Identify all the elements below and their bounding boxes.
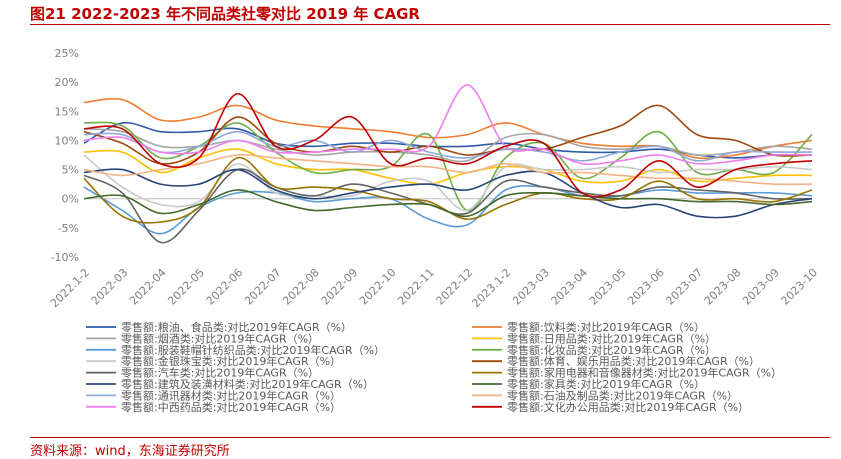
series-line-14 bbox=[83, 153, 813, 186]
series-line-4 bbox=[83, 148, 813, 186]
x-tick-label: 2023-06 bbox=[625, 266, 667, 308]
x-tick-label: 2022.1-2 bbox=[48, 266, 92, 310]
x-tick-label: 2022-11 bbox=[395, 266, 437, 308]
source-note: 资料来源：wind，东海证券研究所 bbox=[30, 444, 230, 459]
y-tick-label: 10% bbox=[55, 134, 79, 147]
y-tick-label: -10% bbox=[51, 251, 79, 264]
series-line-16 bbox=[83, 93, 813, 198]
x-tick-label: 2022-08 bbox=[280, 266, 322, 308]
legend-label: 零售额:金银珠宝类:对比2019年CAGR（%） bbox=[121, 354, 341, 368]
y-tick-label: 20% bbox=[55, 76, 79, 89]
x-tick-label: 2023-05 bbox=[587, 266, 629, 308]
legend-label: 零售额:烟酒类:对比2019年CAGR（%） bbox=[121, 331, 319, 345]
y-tick-label: 5% bbox=[62, 164, 79, 177]
y-axis-ticks: 25% 20% 15% 10% 5% 0% -5% -10% bbox=[51, 47, 79, 264]
legend-label: 零售额:粮油、食品类:对比2019年CAGR（%） bbox=[121, 320, 352, 334]
legend-label: 零售额:服装鞋帽针纺织品类:对比2019年CAGR（%） bbox=[121, 343, 385, 357]
y-tick-label: 25% bbox=[55, 47, 79, 60]
series-lines bbox=[83, 84, 813, 244]
title-rule bbox=[30, 24, 830, 25]
y-tick-label: 15% bbox=[55, 105, 79, 118]
series-line-5 bbox=[83, 185, 813, 235]
legend-label: 零售额:文化办公用品类:对比2019年CAGR（%） bbox=[507, 400, 749, 414]
series-line-11 bbox=[83, 168, 813, 219]
series-line-13 bbox=[83, 130, 812, 162]
x-tick-label: 2023-09 bbox=[740, 266, 782, 308]
x-tick-label: 2023-08 bbox=[702, 266, 744, 308]
series-line-2 bbox=[83, 97, 813, 160]
legend-label: 零售额:化妆品类:对比2019年CAGR（%） bbox=[507, 343, 716, 357]
y-tick-label: -5% bbox=[58, 222, 79, 235]
legend-label: 零售额:饮料类:对比2019年CAGR（%） bbox=[507, 320, 705, 334]
series-line-6 bbox=[83, 121, 813, 212]
x-tick-label: 2022-05 bbox=[165, 266, 207, 308]
line-chart: 25%20%15%10%5%0%-5%-10% 2022.1-22022-032… bbox=[48, 47, 820, 414]
legend-label: 零售额:家用电器和音像器材类:对比2019年CAGR（%） bbox=[507, 366, 782, 380]
legend-label: 零售额:日用品类:对比2019年CAGR（%） bbox=[507, 331, 716, 345]
x-tick-label: 2022-07 bbox=[242, 266, 284, 308]
x-tick-label: 2023-07 bbox=[663, 266, 705, 308]
x-tick-label: 2023-03 bbox=[510, 266, 552, 308]
legend-label: 零售额:汽车类:对比2019年CAGR（%） bbox=[121, 366, 319, 380]
legend-label: 零售额:通讯器材类:对比2019年CAGR（%） bbox=[121, 388, 341, 402]
x-tick-label: 2023-10 bbox=[778, 266, 820, 308]
figure-title: 图21 2022-2023 年不同品类社零对比 2019 年 CAGR bbox=[30, 5, 420, 23]
source-rule bbox=[30, 437, 830, 438]
x-axis-ticks: 2022.1-22022-032022-042022-052022-062022… bbox=[48, 266, 820, 310]
x-tick-label: 2022-09 bbox=[319, 266, 361, 308]
legend-label: 零售额:体育、娱乐用品类:对比2019年CAGR（%） bbox=[507, 354, 760, 368]
x-tick-label: 2023.1-2 bbox=[469, 266, 513, 310]
legend-label: 零售额:建筑及装潢材料类:对比2019年CAGR（%） bbox=[121, 377, 374, 391]
series-line-15 bbox=[83, 84, 813, 166]
legend-label: 零售额:中西药品类:对比2019年CAGR（%） bbox=[121, 400, 341, 414]
x-tick-label: 2023-04 bbox=[549, 266, 591, 308]
series-line-8 bbox=[83, 104, 813, 165]
legend-label: 零售额:家具类:对比2019年CAGR（%） bbox=[507, 377, 705, 391]
x-tick-label: 2022-03 bbox=[89, 266, 131, 308]
y-tick-label: 0% bbox=[62, 193, 79, 206]
x-tick-label: 2022-10 bbox=[357, 266, 399, 308]
series-line-7 bbox=[83, 154, 813, 212]
legend-label: 零售额:石油及制品类:对比2019年CAGR（%） bbox=[507, 388, 738, 402]
series-line-12 bbox=[83, 189, 813, 218]
legend: 零售额:粮油、食品类:对比2019年CAGR（%） 零售额:饮料类:对比2019年… bbox=[86, 320, 782, 414]
x-tick-label: 2022-04 bbox=[127, 266, 169, 308]
x-tick-label: 2022-06 bbox=[204, 266, 246, 308]
